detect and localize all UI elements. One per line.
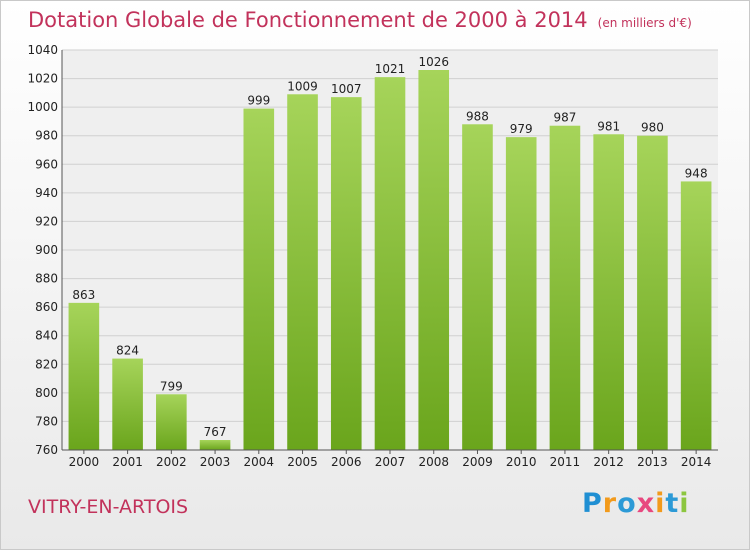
data-label-2000: 863: [72, 288, 95, 302]
bar-2011: [549, 125, 581, 450]
data-label-2013: 980: [641, 121, 664, 135]
place-name: VITRY-EN-ARTOIS: [28, 496, 189, 518]
x-tick-label: 2009: [462, 455, 493, 469]
y-tick-label: 800: [35, 386, 58, 400]
bar-2000: [68, 302, 100, 450]
y-tick-label: 940: [35, 186, 58, 200]
bar-2005: [287, 94, 318, 451]
x-tick-label: 2005: [287, 455, 318, 469]
x-tick-label: 2006: [331, 455, 362, 469]
data-label-2014: 948: [685, 166, 708, 180]
x-tick-label: 2001: [112, 455, 143, 469]
data-label-2001: 824: [116, 344, 139, 358]
x-tick-label: 2008: [418, 455, 449, 469]
data-label-2002: 799: [160, 379, 183, 393]
y-tick-label: 860: [35, 300, 58, 314]
data-label-2009: 988: [466, 109, 489, 123]
x-tick-label: 2010: [506, 455, 537, 469]
x-tick-label: 2004: [244, 455, 275, 469]
y-tick-label: 1040: [27, 43, 58, 57]
y-tick-label: 980: [35, 129, 58, 143]
data-label-2010: 979: [510, 122, 533, 136]
x-axis: 2000 2001 2002 2003 2004 2005 2006 2007 2008 2009…: [62, 449, 718, 469]
y-tick-label: 960: [35, 157, 58, 171]
x-tick-label: 2013: [637, 455, 668, 469]
unit-label: (en milliers d'€): [597, 16, 692, 30]
y-tick-label: 920: [35, 214, 58, 228]
y-tick-label: 900: [35, 243, 58, 257]
bar-2014: [680, 181, 712, 450]
bar-2002: [156, 394, 187, 450]
x-tick-label: 2000: [69, 455, 100, 469]
x-tick-label: 2003: [200, 455, 231, 469]
y-tick-label: 820: [35, 357, 58, 371]
data-label-2008: 1026: [418, 55, 449, 69]
x-tick-label: 2002: [156, 455, 187, 469]
y-tick-label: 1020: [27, 72, 58, 86]
data-label-2005: 1009: [287, 79, 318, 93]
data-label-2003: 767: [204, 425, 227, 439]
chart-title: Dotation Globale de Fonctionnement de 20…: [28, 8, 692, 32]
x-tick-label: 2011: [550, 455, 581, 469]
bar-2009: [462, 124, 493, 451]
y-tick-label: 880: [35, 272, 58, 286]
bar-2003: [199, 440, 231, 450]
bar-2001: [112, 358, 143, 450]
data-label-2012: 981: [597, 119, 620, 133]
data-label-2006: 1007: [331, 82, 362, 96]
y-tick-label: 1000: [27, 100, 58, 114]
x-tick-label: 2014: [681, 455, 712, 469]
bar-2008: [418, 70, 450, 450]
bar-2004: [243, 108, 275, 451]
y-axis: 760 780 800 820 840 860 880 900 920 940 960 980 1000…: [27, 43, 63, 457]
bar-2010: [505, 137, 537, 450]
title-text: Dotation Globale de Fonctionnement de 20…: [28, 8, 588, 32]
proxiti-logo: Proxiti: [582, 488, 690, 519]
y-tick-label: 840: [35, 329, 58, 343]
bar-2013: [637, 135, 668, 450]
data-label-2007: 1021: [375, 62, 406, 76]
bars: [68, 70, 712, 451]
data-label-2004: 999: [247, 94, 270, 108]
bar-2012: [593, 134, 624, 451]
bar-2006: [330, 97, 362, 451]
x-tick-label: 2007: [375, 455, 406, 469]
y-tick-label: 780: [35, 414, 58, 428]
bar-2007: [374, 77, 406, 451]
data-label-2011: 987: [553, 111, 576, 125]
y-tick-label: 760: [35, 443, 58, 457]
x-tick-label: 2012: [593, 455, 624, 469]
data-labels: 863 824 799 767 999 1009 1007 1021 1026 988 979 987…: [72, 55, 707, 439]
